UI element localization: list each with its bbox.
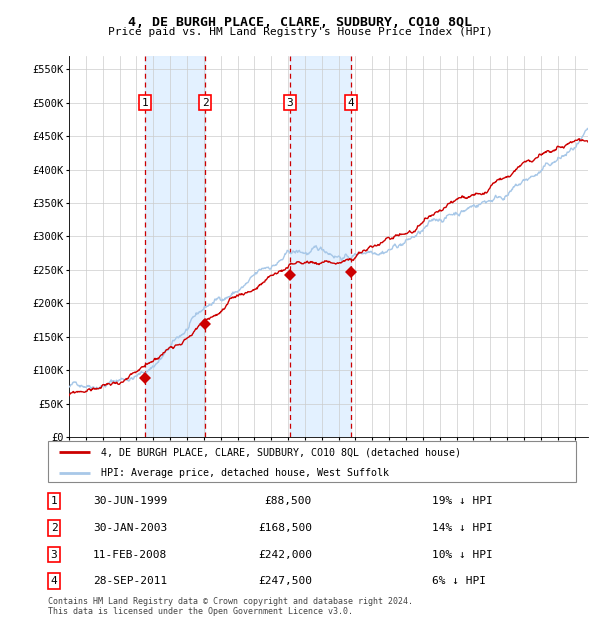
Bar bbox=[145, 56, 205, 437]
Text: 4, DE BURGH PLACE, CLARE, SUDBURY, CO10 8QL (detached house): 4, DE BURGH PLACE, CLARE, SUDBURY, CO10 … bbox=[101, 448, 461, 458]
Text: £168,500: £168,500 bbox=[258, 523, 312, 533]
Text: 14% ↓ HPI: 14% ↓ HPI bbox=[432, 523, 493, 533]
Text: This data is licensed under the Open Government Licence v3.0.: This data is licensed under the Open Gov… bbox=[48, 606, 353, 616]
Text: 4: 4 bbox=[348, 97, 355, 108]
Bar bbox=[290, 56, 351, 437]
Text: 4, DE BURGH PLACE, CLARE, SUDBURY, CO10 8QL: 4, DE BURGH PLACE, CLARE, SUDBURY, CO10 … bbox=[128, 16, 472, 29]
Text: 6% ↓ HPI: 6% ↓ HPI bbox=[432, 576, 486, 587]
Text: 1: 1 bbox=[142, 97, 148, 108]
FancyBboxPatch shape bbox=[48, 441, 576, 482]
Text: 1: 1 bbox=[50, 496, 58, 507]
Text: 2: 2 bbox=[50, 523, 58, 533]
Text: £242,000: £242,000 bbox=[258, 549, 312, 560]
Text: 4: 4 bbox=[50, 576, 58, 587]
Text: 3: 3 bbox=[50, 549, 58, 560]
Text: Contains HM Land Registry data © Crown copyright and database right 2024.: Contains HM Land Registry data © Crown c… bbox=[48, 597, 413, 606]
Text: 30-JAN-2003: 30-JAN-2003 bbox=[93, 523, 167, 533]
Text: 28-SEP-2011: 28-SEP-2011 bbox=[93, 576, 167, 587]
Text: 30-JUN-1999: 30-JUN-1999 bbox=[93, 496, 167, 507]
Text: 11-FEB-2008: 11-FEB-2008 bbox=[93, 549, 167, 560]
Text: 2: 2 bbox=[202, 97, 209, 108]
Text: HPI: Average price, detached house, West Suffolk: HPI: Average price, detached house, West… bbox=[101, 467, 389, 477]
Text: 3: 3 bbox=[287, 97, 293, 108]
Text: £247,500: £247,500 bbox=[258, 576, 312, 587]
Text: 10% ↓ HPI: 10% ↓ HPI bbox=[432, 549, 493, 560]
Text: £88,500: £88,500 bbox=[265, 496, 312, 507]
Text: 19% ↓ HPI: 19% ↓ HPI bbox=[432, 496, 493, 507]
Text: Price paid vs. HM Land Registry's House Price Index (HPI): Price paid vs. HM Land Registry's House … bbox=[107, 27, 493, 37]
